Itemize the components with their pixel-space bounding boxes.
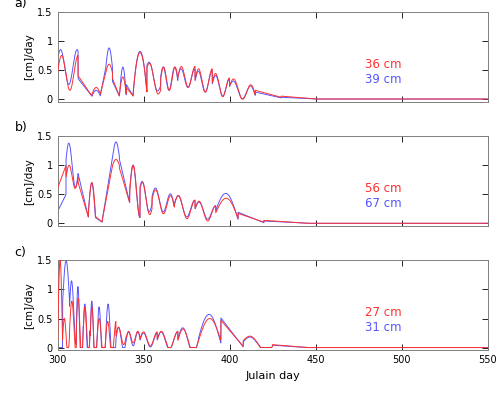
Text: 36 cm: 36 cm: [365, 57, 402, 70]
Text: 31 cm: 31 cm: [365, 322, 402, 335]
Y-axis label: [cm]/day: [cm]/day: [24, 282, 34, 329]
Text: 67 cm: 67 cm: [365, 197, 402, 210]
Y-axis label: [cm]/day: [cm]/day: [24, 158, 34, 205]
Text: 27 cm: 27 cm: [365, 306, 402, 319]
Text: 56 cm: 56 cm: [365, 182, 402, 195]
Text: c): c): [14, 246, 26, 259]
Text: 39 cm: 39 cm: [365, 73, 402, 86]
Y-axis label: [cm]/day: [cm]/day: [24, 34, 34, 80]
X-axis label: Julain day: Julain day: [245, 371, 300, 381]
Text: b): b): [14, 121, 27, 134]
Text: a): a): [14, 0, 27, 10]
